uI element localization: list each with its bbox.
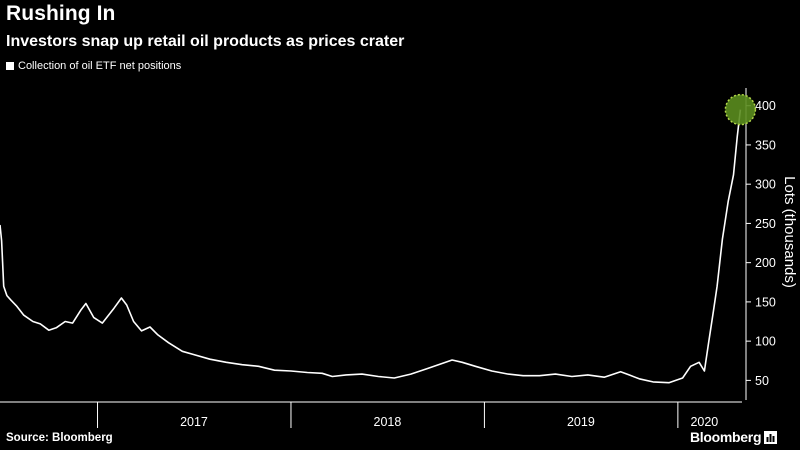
legend-label: Collection of oil ETF net positions — [18, 60, 182, 72]
brand-logo: Bloomberg — [690, 429, 778, 445]
y-tick-label: 250 — [755, 217, 776, 231]
y-tick-label: 50 — [755, 374, 769, 388]
y-tick-label: 150 — [755, 295, 776, 309]
x-tick-label: 2020 — [690, 415, 718, 429]
series-group — [0, 109, 742, 384]
legend-swatch — [6, 62, 14, 70]
y-tick-label: 300 — [755, 178, 776, 192]
highlight-marker — [724, 93, 757, 126]
y-tick-label: 200 — [755, 256, 776, 270]
source-note: Source: Bloomberg — [6, 432, 113, 444]
x-tick-label: 2018 — [374, 415, 402, 429]
y-axis-title: Lots (thousands) — [781, 176, 798, 288]
x-axis: 2017 2018 2019 2020 — [0, 401, 742, 429]
y-tick-label: 100 — [755, 335, 776, 349]
bloomberg-mark-icon — [764, 430, 778, 444]
x-tick-label: 2017 — [180, 415, 208, 429]
y-tick-label: 400 — [755, 99, 776, 113]
x-tick-label: 2019 — [567, 415, 595, 429]
highlight-group — [724, 93, 757, 126]
y-tick-label: 350 — [755, 138, 776, 152]
chart-title: Rushing In — [6, 2, 116, 25]
y-axis: 50 100 150 200 250 300 350 400 — [745, 88, 776, 400]
series-line — [0, 109, 742, 384]
brand-name: Bloomberg — [690, 429, 762, 445]
legend: Collection of oil ETF net positions — [6, 60, 181, 72]
chart-subtitle: Investors snap up retail oil products as… — [6, 33, 405, 50]
